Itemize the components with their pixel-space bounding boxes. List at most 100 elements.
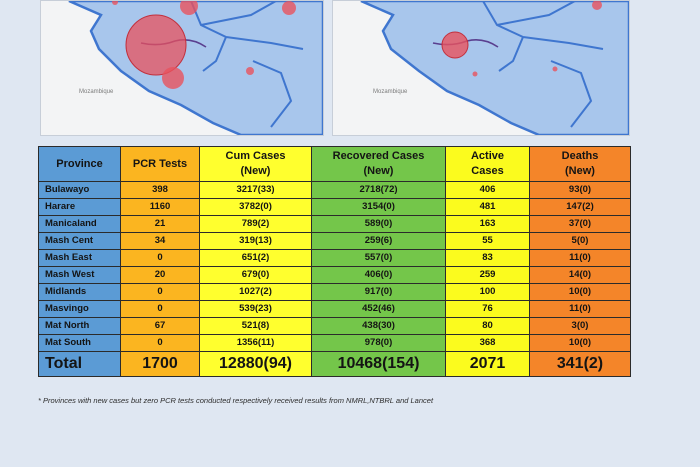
cell-deaths: 11(0)	[529, 249, 631, 267]
total-recovered: 10468(154)	[311, 351, 446, 377]
cell-recovered: 3154(0)	[311, 198, 446, 216]
cell-deaths: 11(0)	[529, 300, 631, 318]
map-cumulative-cases: Mozambique	[40, 0, 324, 136]
cell-province: Mash Cent	[38, 232, 121, 250]
map-label: Mozambique	[79, 89, 114, 95]
case-bubble	[180, 1, 198, 15]
cell-cum-cases: 319(13)	[199, 232, 312, 250]
table-row: Mat South 0 1356(11) 978(0) 368 10(0)	[38, 334, 631, 352]
cell-active: 368	[445, 334, 530, 352]
table-row: Masvingo 0 539(23) 452(46) 76 11(0)	[38, 300, 631, 318]
table-row: Mash East 0 651(2) 557(0) 83 11(0)	[38, 249, 631, 267]
case-bubble	[282, 1, 296, 15]
cell-cum-cases: 651(2)	[199, 249, 312, 267]
table-row: Harare 1160 3782(0) 3154(0) 481 147(2)	[38, 198, 631, 216]
map-new-cases: Mozambique	[332, 0, 630, 136]
cell-pcr-tests: 0	[120, 283, 200, 301]
cell-pcr-tests: 0	[120, 249, 200, 267]
cell-pcr-tests: 67	[120, 317, 200, 335]
cell-province: Midlands	[38, 283, 121, 301]
cell-active: 259	[445, 266, 530, 284]
cell-active: 80	[445, 317, 530, 335]
cell-deaths: 37(0)	[529, 215, 631, 233]
case-bubble	[472, 71, 478, 77]
cell-cum-cases: 1356(11)	[199, 334, 312, 352]
cell-province: Mash East	[38, 249, 121, 267]
case-bubble	[592, 1, 602, 10]
case-bubble	[552, 66, 558, 72]
cell-recovered: 406(0)	[311, 266, 446, 284]
table-header-row: Province PCR Tests Cum Cases (New) Recove…	[38, 146, 631, 182]
total-label: Total	[38, 351, 121, 377]
cell-recovered: 589(0)	[311, 215, 446, 233]
header-deaths: Deaths (New)	[529, 146, 631, 182]
province-borders	[190, 1, 304, 128]
cell-cum-cases: 3782(0)	[199, 198, 312, 216]
header-recovered-cases: Recovered Cases (New)	[311, 146, 446, 182]
cell-deaths: 147(2)	[529, 198, 631, 216]
cell-deaths: 10(0)	[529, 283, 631, 301]
cell-pcr-tests: 0	[120, 300, 200, 318]
case-bubble	[112, 1, 118, 5]
cell-deaths: 14(0)	[529, 266, 631, 284]
cell-province: Harare	[38, 198, 121, 216]
map-right-svg: Mozambique	[333, 1, 629, 135]
cell-province: Manicaland	[38, 215, 121, 233]
total-deaths: 341(2)	[529, 351, 631, 377]
cell-deaths: 3(0)	[529, 317, 631, 335]
footnote: * Provinces with new cases but zero PCR …	[38, 396, 434, 405]
cell-recovered: 259(6)	[311, 232, 446, 250]
cell-deaths: 93(0)	[529, 181, 631, 199]
case-bubble-large	[441, 31, 469, 59]
cell-active: 481	[445, 198, 530, 216]
cell-recovered: 452(46)	[311, 300, 446, 318]
cell-active: 163	[445, 215, 530, 233]
cell-deaths: 5(0)	[529, 232, 631, 250]
header-province: Province	[38, 146, 121, 182]
province-borders	[482, 1, 604, 128]
cell-recovered: 2718(72)	[311, 181, 446, 199]
case-bubble	[246, 67, 254, 75]
table-row: Mash Cent 34 319(13) 259(6) 55 5(0)	[38, 232, 631, 250]
table-row: Bulawayo 398 3217(33) 2718(72) 406 93(0)	[38, 181, 631, 199]
cell-province: Bulawayo	[38, 181, 121, 199]
cell-province: Mat North	[38, 317, 121, 335]
cell-pcr-tests: 398	[120, 181, 200, 199]
cell-active: 100	[445, 283, 530, 301]
cell-recovered: 438(30)	[311, 317, 446, 335]
table-row: Manicaland 21 789(2) 589(0) 163 37(0)	[38, 215, 631, 233]
total-cum-cases: 12880(94)	[199, 351, 312, 377]
region-shape	[360, 1, 629, 135]
cell-active: 76	[445, 300, 530, 318]
cell-pcr-tests: 1160	[120, 198, 200, 216]
total-pcr-tests: 1700	[120, 351, 200, 377]
cell-active: 406	[445, 181, 530, 199]
table-total-row: Total 1700 12880(94) 10468(154) 2071 341…	[38, 351, 631, 377]
cell-cum-cases: 789(2)	[199, 215, 312, 233]
cell-province: Mat South	[38, 334, 121, 352]
cell-deaths: 10(0)	[529, 334, 631, 352]
cell-province: Mash West	[38, 266, 121, 284]
total-active: 2071	[445, 351, 530, 377]
cell-recovered: 978(0)	[311, 334, 446, 352]
cell-pcr-tests: 34	[120, 232, 200, 250]
cell-pcr-tests: 0	[120, 334, 200, 352]
cell-cum-cases: 521(8)	[199, 317, 312, 335]
cell-recovered: 917(0)	[311, 283, 446, 301]
cell-active: 55	[445, 232, 530, 250]
case-bubble	[162, 67, 184, 89]
cell-province: Masvingo	[38, 300, 121, 318]
cell-pcr-tests: 20	[120, 266, 200, 284]
cell-pcr-tests: 21	[120, 215, 200, 233]
cell-active: 83	[445, 249, 530, 267]
cell-recovered: 557(0)	[311, 249, 446, 267]
cell-cum-cases: 539(23)	[199, 300, 312, 318]
covid-stats-table: Province PCR Tests Cum Cases (New) Recove…	[38, 146, 631, 377]
table-row: Mash West 20 679(0) 406(0) 259 14(0)	[38, 266, 631, 284]
case-bubble-large	[125, 14, 187, 76]
cell-cum-cases: 679(0)	[199, 266, 312, 284]
map-left-svg: Mozambique	[41, 1, 323, 135]
cell-cum-cases: 3217(33)	[199, 181, 312, 199]
header-active-cases: Active Cases	[445, 146, 530, 182]
table-row: Mat North 67 521(8) 438(30) 80 3(0)	[38, 317, 631, 335]
